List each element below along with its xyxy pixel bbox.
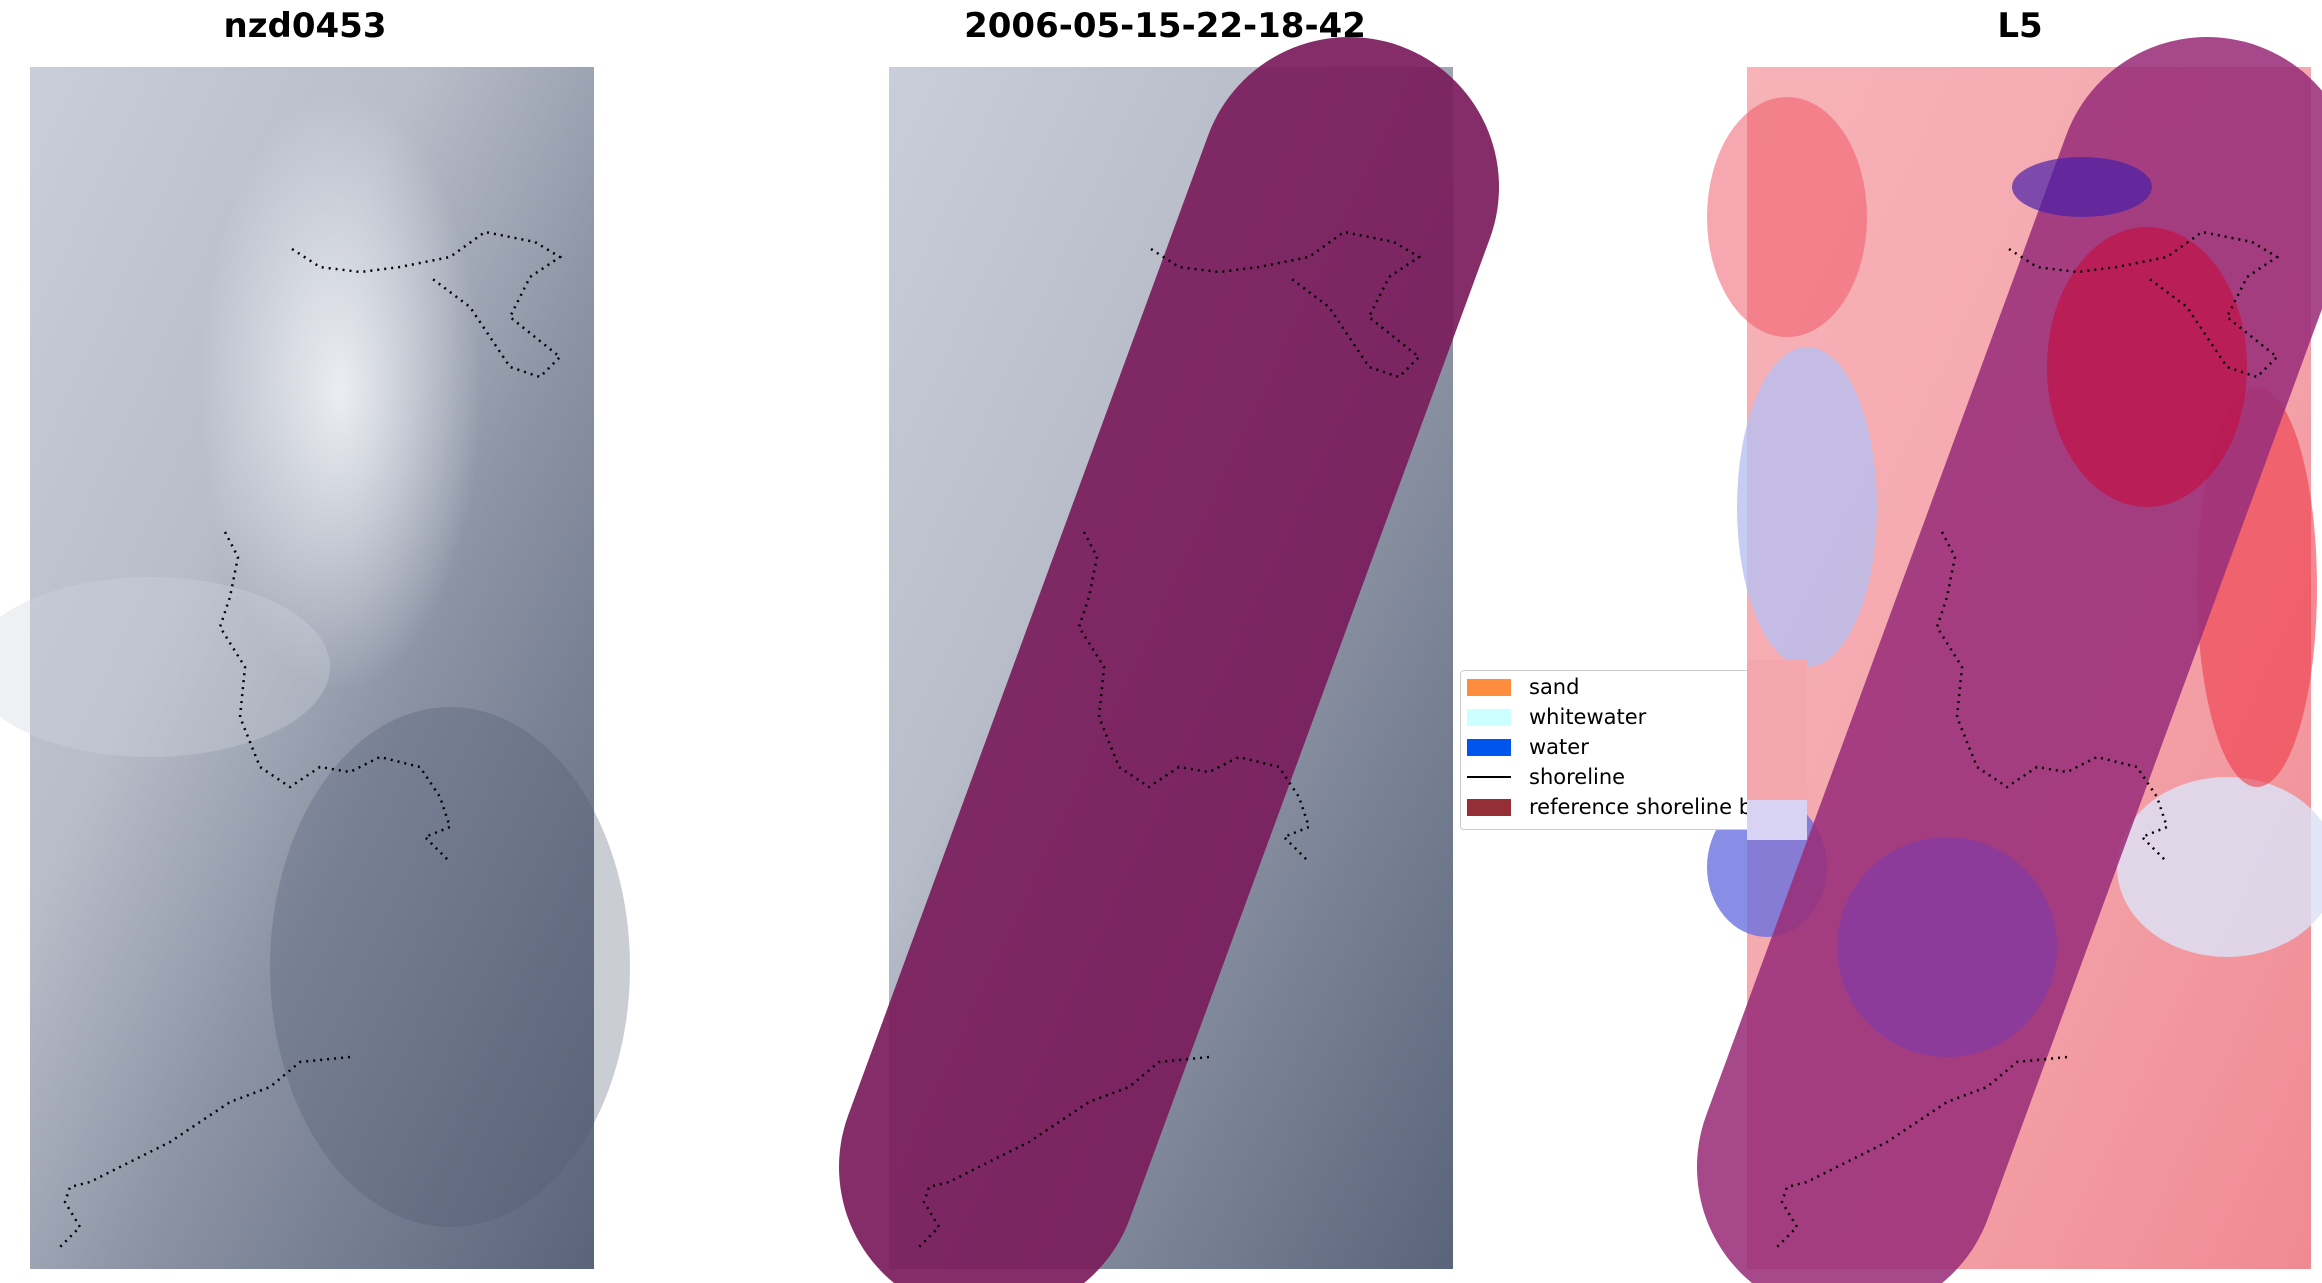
panel-title-classified: 2006-05-15-22-18-42	[964, 6, 1366, 46]
index-panel-cover	[1747, 660, 1807, 840]
shoreline-segment-3	[918, 1055, 1210, 1248]
panel-title-rgb: nzd0453	[223, 6, 387, 46]
legend-item-whitewater: whitewater	[1467, 704, 1646, 730]
shoreline-segment-2	[1935, 531, 2169, 863]
classified-image	[839, 37, 1499, 1283]
rgb-image	[0, 67, 630, 1269]
legend-line-shoreline	[1467, 776, 1511, 778]
legend-label: shoreline	[1529, 765, 1626, 789]
shoreline-segment-2	[1077, 531, 1311, 863]
legend-swatch-reference-shoreline	[1467, 798, 1511, 816]
rgb-image-panel	[0, 67, 630, 1269]
shoreline-segment-1	[2008, 230, 2280, 379]
index-panel-edge	[1747, 660, 1807, 840]
legend-item-water: water	[1467, 734, 1589, 760]
reference-buffer-overlay	[839, 37, 1499, 1283]
shoreline-segment-1	[291, 230, 563, 379]
legend-swatch-sand	[1467, 678, 1511, 696]
index-image	[1697, 37, 2322, 1283]
legend-item-shoreline: shoreline	[1467, 764, 1625, 790]
legend-item-sand: sand	[1467, 674, 1579, 700]
index-image-panel	[1697, 37, 2322, 1283]
legend: sand whitewater water shoreline referenc…	[1460, 670, 1780, 830]
classified-image-panel	[839, 37, 1499, 1283]
legend-label: water	[1529, 735, 1589, 759]
legend-label: reference shoreline b	[1529, 795, 1753, 819]
legend-item-reference-shoreline: reference shoreline b	[1467, 794, 1752, 820]
panel-title-index: L5	[1997, 6, 2043, 46]
legend-swatch-water	[1467, 738, 1511, 756]
legend-swatch-whitewater	[1467, 708, 1511, 726]
shoreline-segment-1	[1150, 230, 1422, 379]
shoreline-segment-2	[218, 531, 452, 863]
shoreline-segment-3	[1776, 1055, 2068, 1248]
legend-label: sand	[1529, 675, 1580, 699]
shoreline-segment-3	[59, 1055, 351, 1248]
legend-label: whitewater	[1529, 705, 1647, 729]
